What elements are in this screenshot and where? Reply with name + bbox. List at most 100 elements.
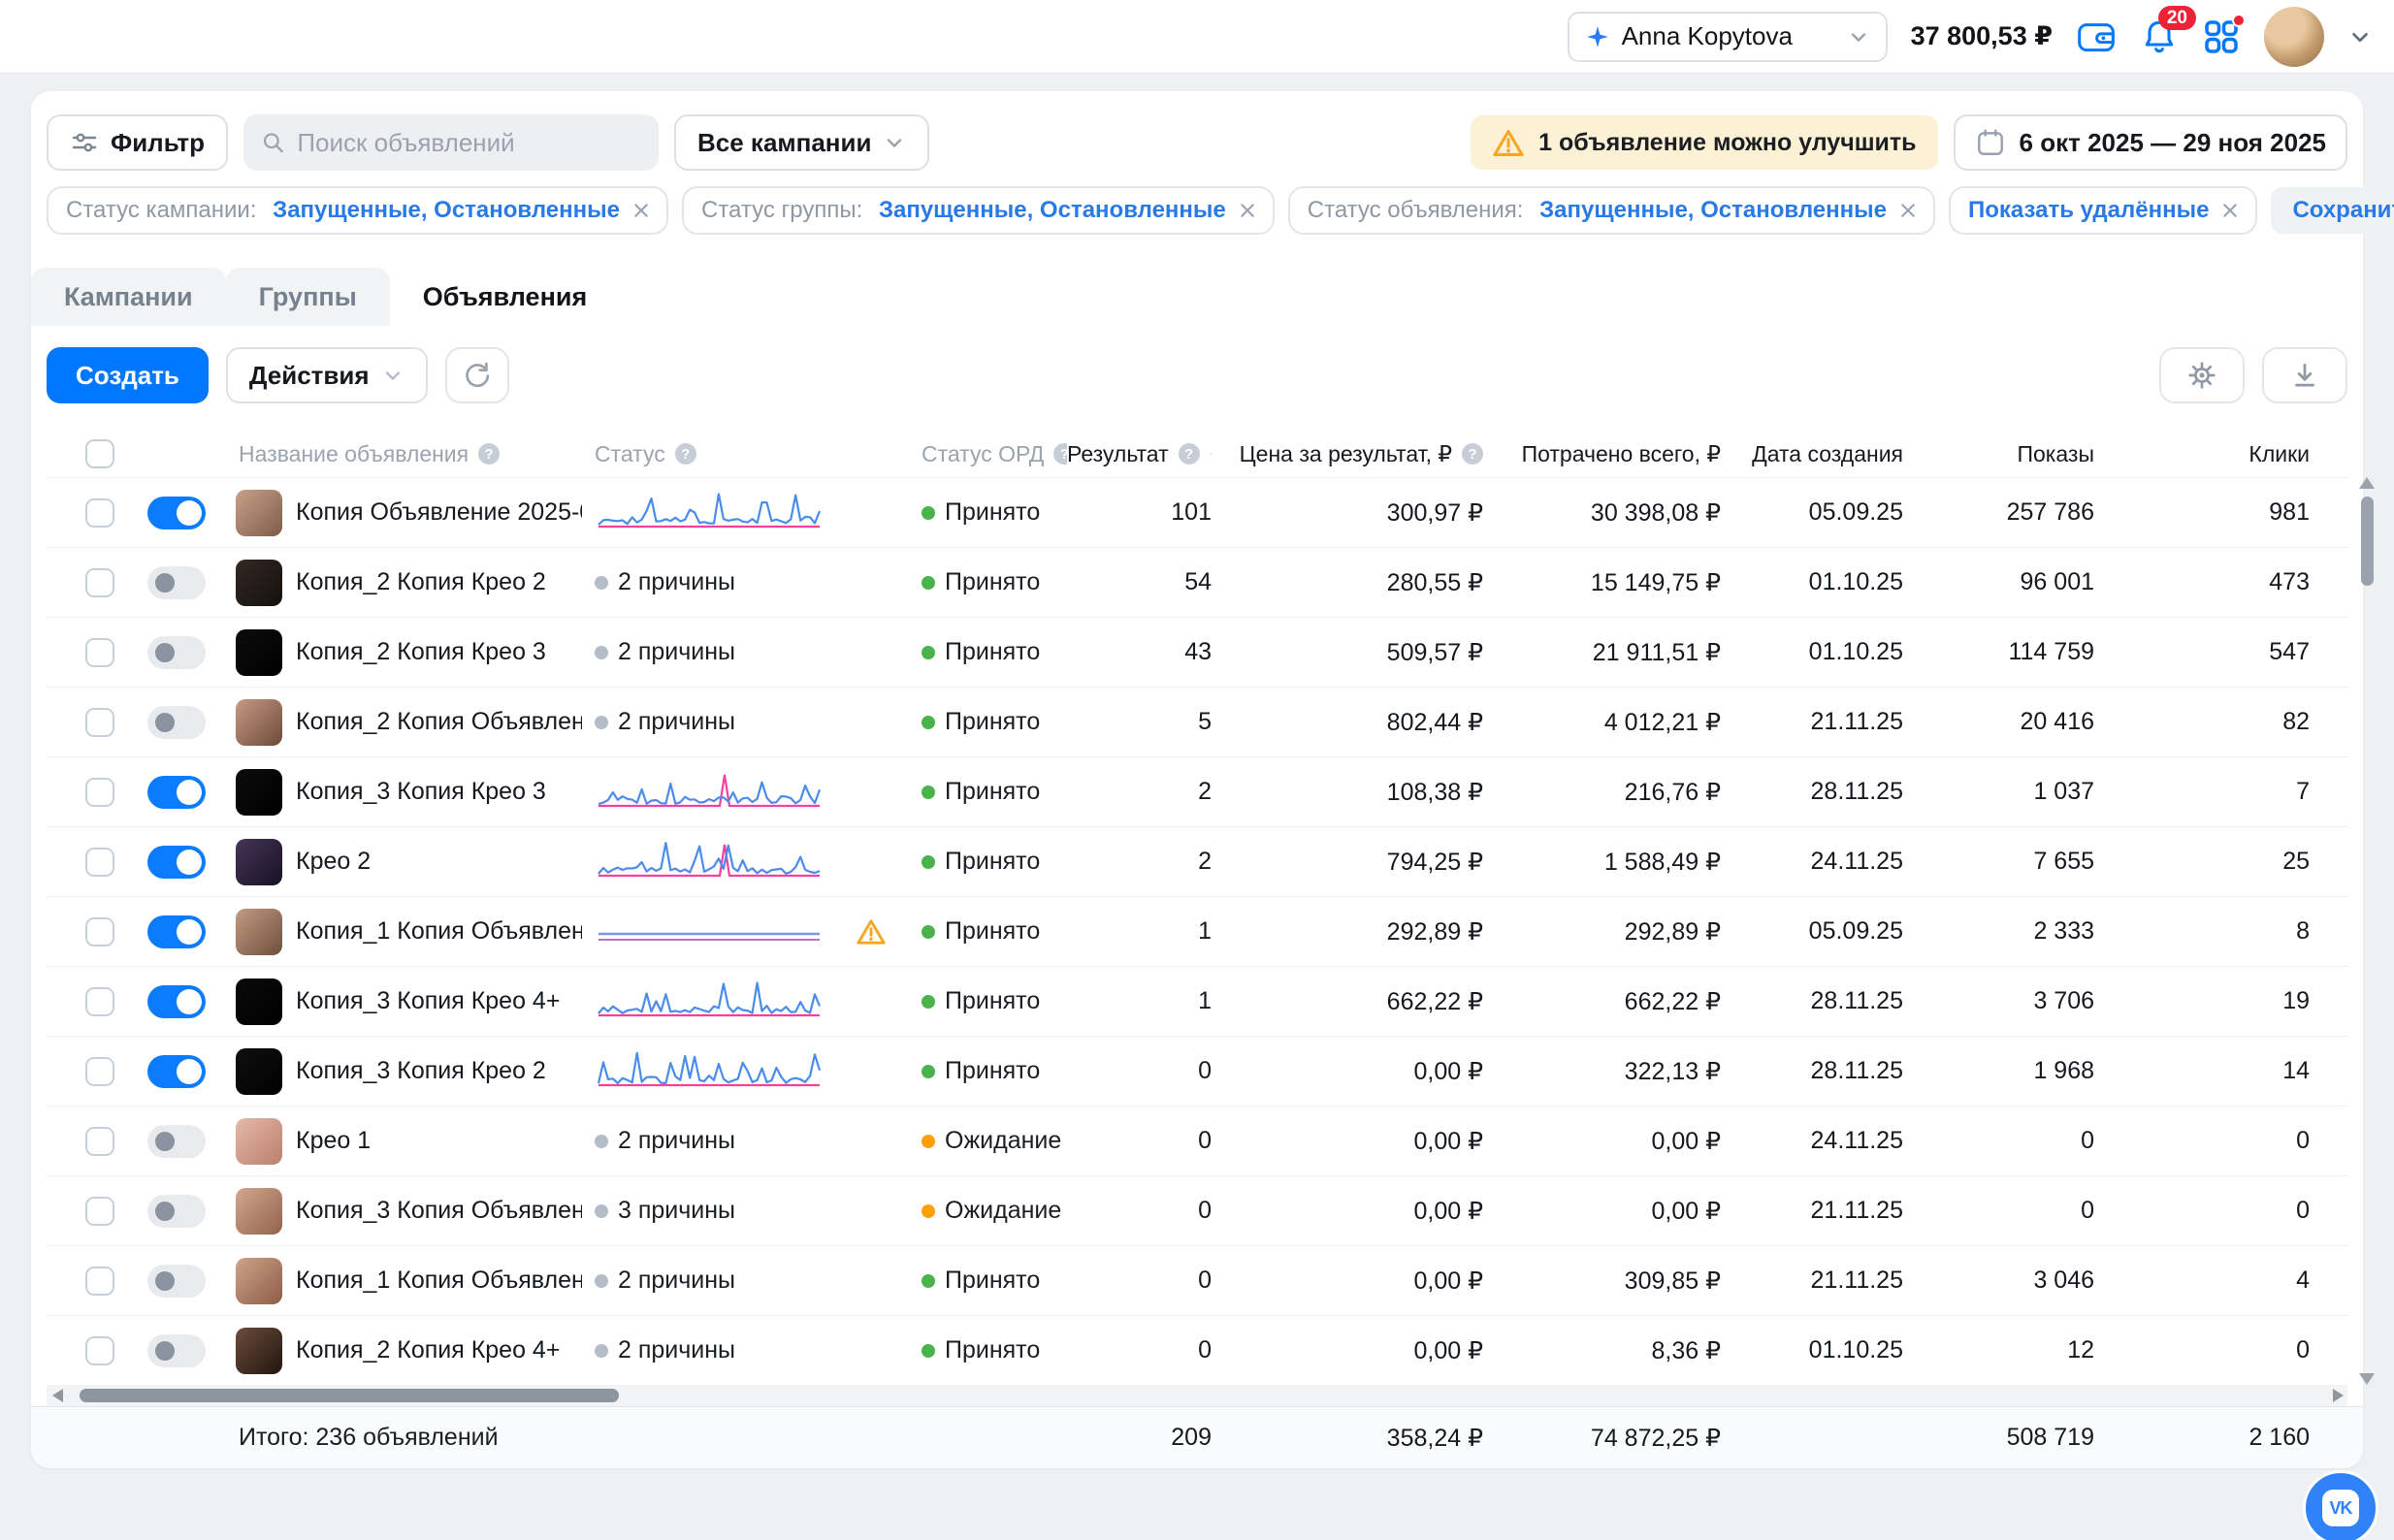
column-header-shows[interactable]: Показы xyxy=(1909,441,2100,467)
ad-thumbnail[interactable] xyxy=(236,1048,282,1095)
select-all-checkbox[interactable] xyxy=(85,439,114,468)
row-checkbox[interactable] xyxy=(85,778,114,807)
ad-name[interactable]: Копия_3 Копия Крео 4+ xyxy=(291,987,582,1015)
improve-hint[interactable]: 1 объявление можно улучшить xyxy=(1471,115,1937,170)
help-icon[interactable] xyxy=(478,443,500,465)
status-text[interactable]: 2 причины xyxy=(618,1127,735,1155)
ad-thumbnail[interactable] xyxy=(236,629,282,676)
scroll-right-arrow[interactable] xyxy=(2333,1389,2344,1402)
actions-button[interactable]: Действия xyxy=(226,347,428,403)
ad-name[interactable]: Крео 2 xyxy=(291,848,582,876)
vk-support-button[interactable]: VK xyxy=(2303,1470,2378,1540)
column-header-result[interactable]: Результат xyxy=(1067,441,1217,467)
profile-chevron-icon[interactable] xyxy=(2347,24,2373,49)
status-text[interactable]: 2 причины xyxy=(618,708,735,736)
row-checkbox[interactable] xyxy=(85,1127,114,1156)
row-checkbox[interactable] xyxy=(85,1267,114,1296)
ad-thumbnail[interactable] xyxy=(236,979,282,1025)
column-header-status[interactable]: Статус xyxy=(582,441,902,467)
column-header-name[interactable]: Название объявления xyxy=(221,441,582,467)
row-toggle[interactable] xyxy=(147,985,206,1018)
scroll-down-arrow[interactable] xyxy=(2359,1373,2375,1385)
tab-1[interactable]: Кампании xyxy=(31,268,226,326)
row-toggle[interactable] xyxy=(147,1055,206,1088)
avatar[interactable] xyxy=(2264,7,2324,67)
ad-name[interactable]: Копия_1 Копия Объявление... xyxy=(291,917,582,946)
ad-name[interactable]: Копия_2 Копия Объявление... xyxy=(291,708,582,736)
sort-desc-icon[interactable] xyxy=(1210,444,1212,464)
ad-name[interactable]: Копия_1 Копия Объявление... xyxy=(291,1267,582,1295)
help-icon[interactable] xyxy=(675,443,696,465)
row-toggle[interactable] xyxy=(147,706,206,739)
ad-name[interactable]: Копия_2 Копия Крео 4+ xyxy=(291,1336,582,1364)
status-text[interactable]: 2 причины xyxy=(618,1267,735,1295)
row-checkbox[interactable] xyxy=(85,1336,114,1365)
ad-thumbnail[interactable] xyxy=(236,1258,282,1304)
date-range-picker[interactable]: 6 окт 2025 — 29 ноя 2025 xyxy=(1954,114,2347,171)
row-checkbox[interactable] xyxy=(85,1057,114,1086)
column-header-price[interactable]: Цена за результат, ₽ xyxy=(1217,441,1489,467)
filter-chip[interactable]: Статус группы: Запущенные, Остановленные xyxy=(682,186,1275,235)
ad-thumbnail[interactable] xyxy=(236,909,282,955)
ad-name[interactable]: Копия_3 Копия Объявление... xyxy=(291,1197,582,1225)
account-switcher[interactable]: Anna Kopytova xyxy=(1568,12,1888,62)
row-toggle[interactable] xyxy=(147,1265,206,1298)
row-checkbox[interactable] xyxy=(85,987,114,1016)
vertical-scroll-thumb[interactable] xyxy=(2361,497,2374,586)
save-filters-button[interactable]: Сохранить xyxy=(2271,187,2394,234)
help-icon[interactable] xyxy=(1179,443,1200,465)
campaign-select[interactable]: Все кампании xyxy=(674,114,929,171)
status-text[interactable]: 2 причины xyxy=(618,1336,735,1364)
row-toggle[interactable] xyxy=(147,846,206,879)
scroll-up-arrow[interactable] xyxy=(2359,477,2375,489)
row-toggle[interactable] xyxy=(147,1125,206,1158)
ad-name[interactable]: Копия_3 Копия Крео 2 xyxy=(291,1057,582,1085)
horizontal-scroll-thumb[interactable] xyxy=(80,1389,619,1402)
chip-close-icon[interactable] xyxy=(2222,203,2238,218)
ad-name[interactable]: Копия_2 Копия Крео 2 xyxy=(291,568,582,596)
column-header-date[interactable]: Дата создания xyxy=(1727,441,1909,467)
ad-thumbnail[interactable] xyxy=(236,490,282,536)
status-text[interactable]: 2 причины xyxy=(618,568,735,596)
tab-2[interactable]: Группы xyxy=(226,268,390,326)
ad-name[interactable]: Копия Объявление 2025-04... xyxy=(291,498,582,527)
row-checkbox[interactable] xyxy=(85,708,114,737)
wallet-button[interactable] xyxy=(2076,18,2117,55)
settings-button[interactable] xyxy=(2159,347,2245,403)
ad-thumbnail[interactable] xyxy=(236,769,282,816)
row-checkbox[interactable] xyxy=(85,568,114,597)
filter-chip[interactable]: Статус объявления: Запущенные, Остановле… xyxy=(1288,186,1935,235)
refresh-button[interactable] xyxy=(445,347,509,403)
column-header-ord[interactable]: Статус ОРД xyxy=(902,441,1067,467)
row-toggle[interactable] xyxy=(147,776,206,809)
chip-close-icon[interactable] xyxy=(1240,203,1255,218)
row-checkbox[interactable] xyxy=(85,1197,114,1226)
column-header-spent[interactable]: Потрачено всего, ₽ xyxy=(1489,441,1727,467)
status-text[interactable]: 3 причины xyxy=(618,1197,735,1225)
row-toggle[interactable] xyxy=(147,636,206,669)
column-header-clicks[interactable]: Клики xyxy=(2100,441,2347,467)
vertical-scrollbar[interactable] xyxy=(2359,477,2375,1385)
ad-thumbnail[interactable] xyxy=(236,1188,282,1235)
row-checkbox[interactable] xyxy=(85,498,114,528)
ad-name[interactable]: Копия_2 Копия Крео 3 xyxy=(291,638,582,666)
notifications-button[interactable]: 20 xyxy=(2140,17,2179,56)
chip-close-icon[interactable] xyxy=(1900,203,1916,218)
ad-thumbnail[interactable] xyxy=(236,839,282,885)
apps-button[interactable] xyxy=(2202,17,2241,56)
help-icon[interactable] xyxy=(1053,443,1067,465)
ad-thumbnail[interactable] xyxy=(236,1328,282,1374)
filter-button[interactable]: Фильтр xyxy=(47,114,228,171)
ad-thumbnail[interactable] xyxy=(236,699,282,746)
row-checkbox[interactable] xyxy=(85,848,114,877)
ad-thumbnail[interactable] xyxy=(236,560,282,606)
status-text[interactable]: 2 причины xyxy=(618,638,735,666)
row-toggle[interactable] xyxy=(147,1334,206,1367)
row-toggle[interactable] xyxy=(147,1195,206,1228)
row-checkbox[interactable] xyxy=(85,917,114,946)
horizontal-scrollbar[interactable] xyxy=(47,1385,2347,1406)
create-button[interactable]: Создать xyxy=(47,347,209,403)
filter-chip[interactable]: Статус кампании: Запущенные, Остановленн… xyxy=(47,186,668,235)
row-toggle[interactable] xyxy=(147,497,206,529)
export-button[interactable] xyxy=(2262,347,2347,403)
